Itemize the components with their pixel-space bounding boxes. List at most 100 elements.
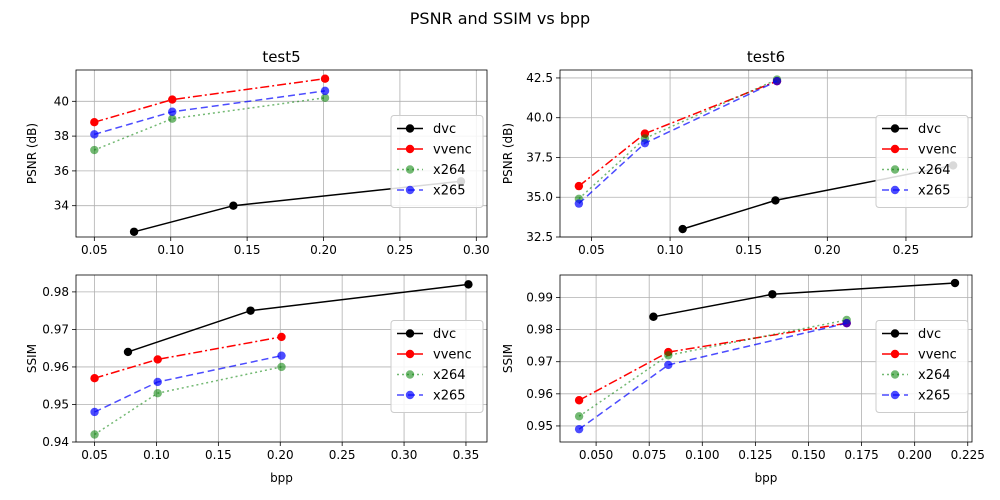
axes-frame <box>559 69 973 238</box>
x-tick-label: 0.15 <box>735 243 762 257</box>
x-tick-label: 0.20 <box>310 243 337 257</box>
legend-marker-dvc <box>405 124 415 133</box>
data-point-vvenc <box>90 117 99 127</box>
data-point-dvc <box>678 224 687 234</box>
y-tick-label: 34 <box>54 199 69 213</box>
legend-label-x265: x265 <box>433 184 466 199</box>
data-point-vvenc <box>153 355 162 364</box>
data-point-dvc <box>123 347 133 357</box>
y-axis-label: PSNR (dB) <box>501 123 515 184</box>
x-tick-label: 0.35 <box>453 448 480 462</box>
subplot-2: 0.05 0.10 0.15 0.20 0.25 32.5 35.0 37.5 40.0 42.5… <box>501 48 973 257</box>
legend-marker-vvenc <box>405 144 415 154</box>
legend-marker-x264 <box>890 370 900 379</box>
x-tick-label: 0.15 <box>234 243 261 257</box>
legend-marker-x264 <box>405 370 415 379</box>
y-axis-label: SSIM <box>501 344 515 373</box>
legend: dvc vvenc x264 x265 <box>875 115 969 208</box>
legend-marker-x264 <box>405 165 415 174</box>
legend-label-x264: x264 <box>433 163 466 178</box>
y-axis-label: SSIM <box>25 344 39 373</box>
series-line-x265 <box>578 322 847 430</box>
data-point-x264 <box>90 145 99 155</box>
x-tick-label: 0.175 <box>844 448 878 462</box>
y-tick-label: 38 <box>54 129 69 143</box>
legend-marker-x264 <box>890 165 900 174</box>
y-tick-label: 0.96 <box>526 387 553 401</box>
x-tick-label: 0.20 <box>814 243 841 257</box>
subplot-title: test5 <box>262 48 300 66</box>
legend: dvc vvenc x264 x265 <box>875 320 969 413</box>
legend: dvc vvenc x264 x265 <box>390 320 484 413</box>
data-point-x265 <box>320 86 330 96</box>
legend-marker-dvc <box>890 329 900 338</box>
data-point-x265 <box>664 360 673 370</box>
legend-label-vvenc: vvenc <box>433 348 472 363</box>
x-tick-label: 0.200 <box>897 448 931 462</box>
data-point-dvc <box>229 201 238 210</box>
figure-title: PSNR and SSIM vs bpp <box>410 9 590 28</box>
series-line-x264 <box>578 78 778 200</box>
legend-label-vvenc: vvenc <box>918 348 957 363</box>
y-tick-label: 35.0 <box>526 190 553 204</box>
legend-label-x265: x265 <box>433 389 466 404</box>
data-point-dvc <box>129 227 139 236</box>
legend-label-x264: x264 <box>433 368 466 383</box>
x-tick-label: 0.10 <box>143 448 170 462</box>
data-point-x265 <box>153 377 162 387</box>
subplot-3: 0.05 0.10 0.15 0.20 0.25 0.30 0.35 0.94 0.95 0.96… <box>25 274 488 485</box>
series-line-vvenc <box>578 322 847 401</box>
subplot-4: 0.050 0.075 0.100 0.125 0.150 0.175 0.200 0.225… <box>501 274 985 485</box>
legend-label-vvenc: vvenc <box>918 143 957 158</box>
y-tick-label: 0.96 <box>42 360 69 374</box>
y-tick-label: 42.5 <box>526 71 553 85</box>
data-point-x264 <box>90 430 99 439</box>
y-tick-label: 0.98 <box>42 285 69 299</box>
y-tick-label: 36 <box>54 164 69 178</box>
legend-marker-x265 <box>890 185 900 195</box>
data-point-dvc <box>768 290 777 299</box>
legend-box <box>875 320 969 413</box>
x-tick-label: 0.05 <box>578 243 605 257</box>
series-line-x264 <box>578 319 847 417</box>
x-tick-label: 0.15 <box>205 448 232 462</box>
data-point-x265 <box>277 351 286 360</box>
y-axis-label: PSNR (dB) <box>25 123 39 184</box>
legend-marker-vvenc <box>405 349 415 359</box>
data-point-dvc <box>950 278 960 288</box>
data-point-x264 <box>277 362 286 372</box>
data-point-vvenc <box>574 181 584 191</box>
legend-marker-dvc <box>890 124 900 133</box>
x-axis-label: bpp <box>755 471 778 485</box>
data-point-x264 <box>574 412 584 421</box>
legend-label-dvc: dvc <box>433 122 456 137</box>
legend-label-x265: x265 <box>918 184 951 199</box>
y-tick-label: 0.97 <box>526 355 553 369</box>
legend-label-vvenc: vvenc <box>433 143 472 158</box>
data-point-x265 <box>90 407 99 417</box>
legend-marker-vvenc <box>890 349 900 359</box>
series-line-x264 <box>94 97 326 151</box>
x-tick-label: 0.225 <box>951 448 985 462</box>
data-point-dvc <box>649 312 658 321</box>
x-tick-label: 0.30 <box>463 243 490 257</box>
series-line-vvenc <box>94 336 282 379</box>
x-tick-label: 0.25 <box>329 448 356 462</box>
data-point-vvenc <box>168 95 177 104</box>
data-point-vvenc <box>320 74 330 83</box>
data-point-x265 <box>168 107 177 116</box>
y-tick-label: 0.99 <box>526 290 553 304</box>
y-tick-label: 37.5 <box>526 150 553 164</box>
y-tick-label: 0.94 <box>42 435 69 449</box>
data-point-x265 <box>772 76 782 86</box>
x-tick-label: 0.30 <box>391 448 418 462</box>
x-axis-label: bpp <box>270 471 293 485</box>
x-tick-label: 0.075 <box>632 448 666 462</box>
y-tick-label: 32.5 <box>526 230 553 244</box>
data-point-x265 <box>640 138 650 148</box>
axes-frame <box>75 69 488 238</box>
data-point-dvc <box>246 306 255 315</box>
x-tick-label: 0.10 <box>657 243 684 257</box>
axes-frame <box>559 274 973 443</box>
